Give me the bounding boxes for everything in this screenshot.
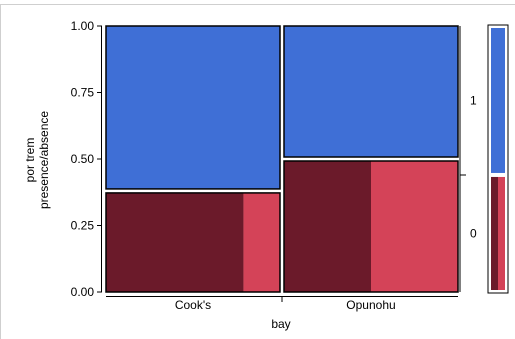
y-tick-label-0: 0.00 — [71, 285, 95, 299]
legend-swatch-level-0-dark — [491, 176, 498, 290]
y-axis: 0.00 0.25 0.50 0.75 1.00 — [71, 19, 102, 299]
tile-opunohu-level-0-border — [283, 160, 459, 293]
right-label-level-1: 1 — [470, 93, 477, 107]
tile-cook-s-level-0-dark — [106, 192, 244, 292]
tile-opunohu-level-1 — [283, 25, 459, 158]
tile-opunohu-level-0-light — [371, 161, 458, 292]
right-label-level-0: 0 — [470, 226, 477, 240]
tile-cook-s-level-0-border — [105, 192, 281, 293]
x-axis-title: bay — [271, 317, 290, 331]
right-response-labels: 10 — [459, 26, 477, 292]
tile-cook-s-level-0-light — [243, 192, 280, 292]
y-tick-label-4: 1.00 — [71, 19, 95, 33]
plot-area — [105, 25, 459, 293]
y-tick-label-3: 0.75 — [71, 86, 95, 100]
y-axis-title-line-1: por trem — [23, 138, 37, 183]
legend-swatch-level-1 — [491, 28, 505, 173]
x-axis: Cook's Opunohu — [106, 296, 458, 312]
legend-strip — [487, 24, 509, 294]
y-tick-label-2: 0.50 — [71, 152, 95, 166]
y-axis-title: por trem presence/absence — [23, 111, 51, 209]
y-axis-title-line-2: presence/absence — [37, 111, 51, 209]
y-tick-label-1: 0.25 — [71, 219, 95, 233]
legend-swatch-level-0-light — [498, 176, 505, 290]
x-tick-label-cook-s: Cook's — [175, 298, 211, 312]
tile-cook-s-level-1 — [105, 25, 281, 190]
x-tick-label-opunohu: Opunohu — [346, 298, 395, 312]
tile-opunohu-level-0-dark — [284, 161, 371, 292]
